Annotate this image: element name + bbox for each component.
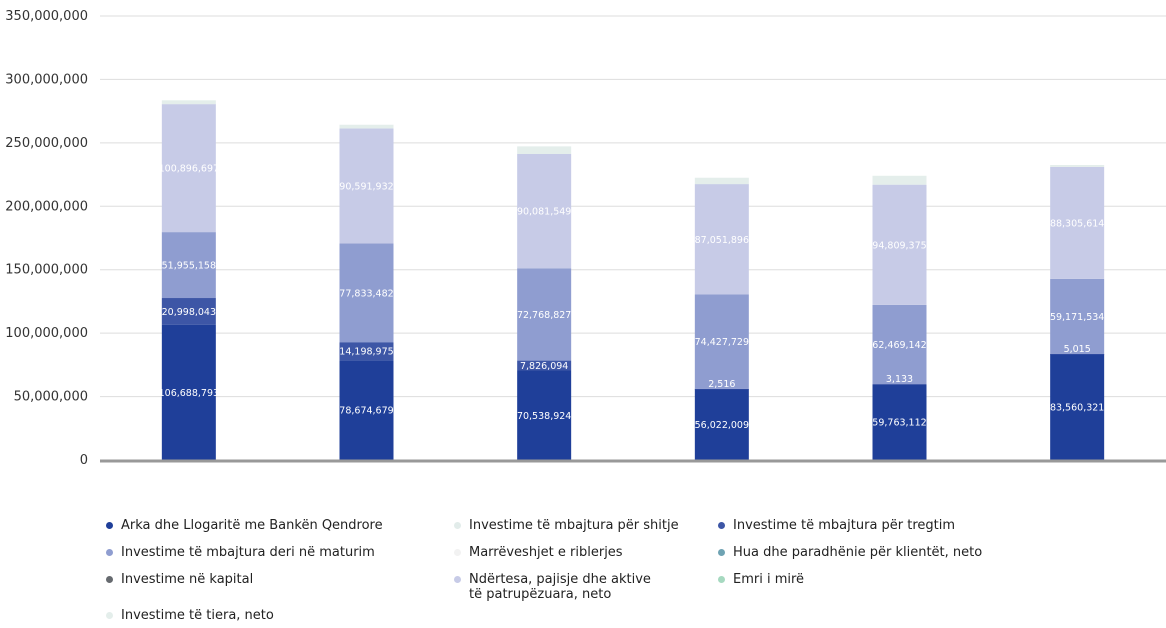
data-label: 78,674,679 (339, 406, 393, 417)
legend-swatch (106, 522, 113, 529)
bar-segment (517, 146, 572, 155)
legend-swatch (718, 549, 725, 556)
legend-label: Investime në kapital (121, 572, 254, 587)
data-label: 88,305,614 (1050, 218, 1104, 229)
data-label: 20,998,043 (162, 307, 216, 318)
data-label: 90,081,549 (517, 207, 571, 218)
bar-segment (161, 324, 216, 460)
bar-segment (872, 184, 927, 305)
data-label: 94,809,375 (872, 240, 926, 251)
data-label: 59,171,534 (1050, 312, 1104, 323)
data-label: 51,955,158 (162, 261, 216, 272)
data-label: 3,133 (886, 374, 913, 385)
bar-segment (339, 243, 394, 343)
data-label: 59,763,112 (872, 418, 926, 429)
legend-item: Investime të mbajtura deri në maturim (106, 545, 375, 560)
bar-segment (339, 342, 394, 361)
bar-segment (694, 388, 749, 390)
bar-segment (517, 370, 572, 460)
legend-item: Investime të tiera, neto (106, 608, 274, 623)
bar-segment (694, 294, 749, 389)
y-axis-tick-labels: 0 50,000,000 100,000,000 150,000,000 200,000… (5, 9, 88, 468)
bar-segment (161, 232, 216, 299)
bar-segment (517, 154, 572, 269)
legend-label: Emri i mirë (733, 572, 805, 587)
bar-segment (339, 360, 394, 460)
y-tick-label: 250,000,000 (5, 136, 88, 151)
legend-label: Ndërtesa, pajisje dhe aktive të patrupëz… (469, 572, 651, 602)
data-label: 14,198,975 (339, 347, 393, 358)
gridlines (100, 15, 1166, 398)
bar-segment (161, 104, 216, 233)
legend-label: Hua dhe paradhënie për klientët, neto (733, 545, 983, 560)
bar-segment (1050, 278, 1105, 354)
legend-swatch (454, 576, 461, 583)
legend-item: Investime në kapital (106, 572, 253, 587)
bar-segment (872, 175, 927, 185)
legend-item: Hua dhe paradhënie për klientët, neto (718, 545, 982, 560)
legend-item: Investime të mbajtura për shitje (454, 518, 679, 533)
bar-segment (872, 304, 927, 385)
bar-segment (1050, 165, 1105, 167)
legend-label: Marrëveshjet e riblerjes (469, 545, 623, 560)
data-label: 7,826,094 (520, 361, 568, 372)
bar-segment (1050, 353, 1105, 355)
bar-segment (161, 100, 216, 105)
bar-segment (517, 360, 572, 371)
legend-swatch (106, 612, 113, 619)
bar-segment (339, 124, 394, 129)
y-tick-label: 350,000,000 (5, 9, 88, 24)
legend-item: Marrëveshjet e riblerjes (454, 545, 623, 560)
data-label: 106,688,793 (159, 388, 219, 399)
y-tick-label: 50,000,000 (14, 390, 88, 405)
data-label: 77,833,482 (339, 288, 393, 299)
y-tick-label: 100,000,000 (5, 326, 88, 341)
data-label: 72,768,827 (517, 310, 571, 321)
legend-swatch (718, 522, 725, 529)
data-label: 83,560,321 (1050, 402, 1104, 413)
bar-segment (694, 388, 749, 460)
y-tick-label: 150,000,000 (5, 263, 88, 278)
bar-segment (694, 177, 749, 185)
data-label: 56,022,009 (695, 420, 749, 431)
legend-label: Arka dhe Llogaritë me Bankën Qendrore (121, 518, 383, 533)
legend-label: Investime të tiera, neto (121, 608, 274, 623)
bar-segment (872, 384, 927, 460)
bar-segment (161, 298, 216, 325)
legend-swatch (454, 549, 461, 556)
bar-segment (872, 384, 927, 385)
legend-label: Investime të mbajtura deri në maturim (121, 545, 375, 560)
data-label: 100,896,697 (159, 164, 219, 175)
data-label: 5,015 (1064, 344, 1091, 355)
bar-segment (1050, 353, 1105, 460)
legend-swatch (454, 522, 461, 529)
legend-swatch (106, 576, 113, 583)
y-tick-label: 200,000,000 (5, 199, 88, 214)
data-label: 2,516 (708, 379, 735, 390)
data-label: 70,538,924 (517, 411, 571, 422)
bar-segment (1050, 166, 1105, 279)
stacked-bar-chart: 0 50,000,000 100,000,000 150,000,000 200,000… (5, 9, 1166, 468)
bar-segment (517, 268, 572, 361)
legend-swatch (718, 576, 725, 583)
data-label: 62,469,142 (872, 340, 926, 351)
legend-label: Investime të mbajtura për shitje (469, 518, 679, 533)
legend-item: Investime të mbajtura për tregtim (718, 518, 955, 533)
data-label: 90,591,932 (339, 181, 393, 192)
data-label: 87,051,896 (695, 235, 749, 246)
legend-item: Ndërtesa, pajisje dhe aktive të patrupëz… (454, 572, 651, 602)
legend-swatch (106, 549, 113, 556)
legend-item: Emri i mirë (718, 572, 804, 587)
bars (161, 100, 1105, 460)
bar-segment (694, 184, 749, 295)
y-tick-label: 0 (80, 453, 88, 468)
legend-label: Investime të mbajtura për tregtim (733, 518, 956, 533)
y-tick-label: 300,000,000 (5, 72, 88, 87)
legend: Arka dhe Llogaritë me Bankën Qendrore Inv… (106, 518, 1106, 628)
bar-segment (339, 128, 394, 244)
data-label: 74,427,729 (695, 337, 749, 348)
data-labels: 106,688,793 20,998,043 51,955,158 100,896,6… (159, 164, 1105, 431)
legend-item: Arka dhe Llogaritë me Bankën Qendrore (106, 518, 383, 533)
